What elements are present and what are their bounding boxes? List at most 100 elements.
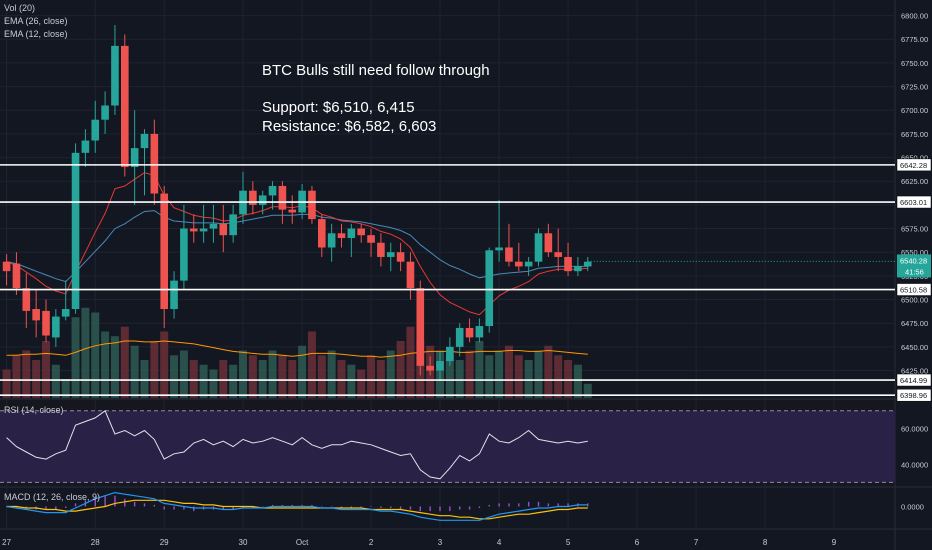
macd-histogram-bar bbox=[271, 504, 274, 507]
macd-histogram-bar bbox=[124, 498, 126, 507]
volume-bar bbox=[465, 350, 474, 398]
macd-histogram-bar bbox=[55, 506, 57, 510]
macd-histogram-bar bbox=[301, 504, 303, 507]
candle-body bbox=[229, 214, 237, 236]
volume-bar bbox=[514, 355, 523, 398]
macd-pane-bg bbox=[0, 488, 895, 528]
candle-body bbox=[554, 252, 562, 257]
level-label-box bbox=[896, 158, 932, 172]
candle-body bbox=[515, 261, 523, 267]
candle-body bbox=[327, 233, 336, 248]
volume-bar bbox=[12, 355, 21, 398]
candle-body bbox=[308, 190, 316, 220]
candle-body bbox=[505, 247, 513, 262]
macd-histogram-bar bbox=[567, 503, 569, 507]
time-tick-label: 4 bbox=[497, 538, 502, 547]
candle-body bbox=[160, 193, 168, 310]
macd-histogram-bar bbox=[350, 506, 353, 508]
price-tick-label: 6725.00 bbox=[901, 83, 928, 92]
legend-ema26: EMA (26, close) bbox=[4, 16, 68, 26]
legend-ema12: EMA (12, close) bbox=[4, 29, 68, 39]
candle-body bbox=[495, 247, 503, 251]
volume-bar bbox=[317, 355, 326, 398]
time-tick-label: Oct bbox=[296, 538, 309, 547]
candle-body bbox=[91, 119, 100, 141]
level-label-box bbox=[896, 283, 932, 296]
macd-histogram-bar bbox=[449, 506, 451, 512]
annotation-title: BTC Bulls still need follow through bbox=[262, 62, 490, 79]
candle-body bbox=[318, 219, 326, 248]
candle-body bbox=[446, 346, 454, 362]
candle-body bbox=[22, 288, 31, 311]
macd-histogram-bar bbox=[518, 503, 520, 507]
time-tick-label: 5 bbox=[566, 538, 571, 547]
candle-body bbox=[377, 242, 385, 257]
rsi-tick-label: 60.0000 bbox=[901, 425, 928, 434]
price-tick-label: 6775.00 bbox=[901, 35, 928, 44]
volume-bar bbox=[504, 345, 513, 398]
annotation-support: Support: $6,510, 6,415 bbox=[262, 99, 415, 116]
macd-histogram-bar bbox=[370, 506, 372, 507]
volume-bar bbox=[61, 379, 70, 398]
candle-body bbox=[42, 310, 50, 336]
macd-histogram-bar bbox=[390, 506, 392, 508]
macd-histogram-bar bbox=[508, 503, 510, 507]
volume-bar bbox=[347, 364, 356, 398]
macd-histogram-bar bbox=[399, 506, 402, 510]
time-tick-label: 2 bbox=[369, 538, 374, 547]
candle-body bbox=[485, 250, 494, 327]
macd-histogram-bar bbox=[133, 501, 136, 507]
time-tick-label: 8 bbox=[763, 538, 768, 547]
candle-body bbox=[121, 45, 129, 168]
time-tick-label: 28 bbox=[91, 538, 100, 547]
candle-body bbox=[416, 288, 425, 366]
candle-body bbox=[278, 185, 287, 210]
last-price-box bbox=[897, 254, 931, 278]
candle-body bbox=[2, 261, 11, 272]
macd-histogram-bar bbox=[25, 506, 27, 508]
volume-bar bbox=[544, 345, 553, 398]
volume-bar bbox=[406, 326, 415, 398]
macd-histogram-bar bbox=[459, 506, 461, 510]
macd-histogram-bar bbox=[94, 497, 96, 507]
volume-bar bbox=[583, 383, 592, 398]
rsi-line bbox=[6, 410, 588, 480]
volume-bar bbox=[455, 360, 464, 398]
rsi-tick-label: 40.0000 bbox=[901, 461, 928, 470]
candle-body bbox=[337, 233, 346, 239]
volume-bar bbox=[120, 326, 129, 398]
macd-histogram-bar bbox=[252, 506, 254, 508]
macd-histogram-bar bbox=[193, 506, 195, 512]
volume-bar bbox=[209, 369, 218, 398]
candle-body bbox=[564, 256, 572, 272]
level-label: 6603.01 bbox=[900, 198, 927, 207]
candle-body bbox=[574, 266, 582, 272]
volume-bar bbox=[22, 350, 31, 398]
price-tick-label: 6625.00 bbox=[901, 177, 928, 186]
price-tick-label: 6750.00 bbox=[901, 59, 928, 68]
candle-body bbox=[347, 228, 356, 239]
macd-histogram-bar bbox=[547, 503, 550, 507]
macd-histogram-bar bbox=[262, 506, 264, 507]
volume-bar bbox=[179, 350, 188, 398]
candle-body bbox=[455, 327, 464, 347]
volume-bar bbox=[376, 360, 385, 398]
macd-histogram-bar bbox=[498, 503, 500, 507]
level-label: 6642.28 bbox=[900, 161, 927, 170]
candle-body bbox=[436, 361, 444, 371]
candle-body bbox=[249, 190, 257, 205]
volume-bar bbox=[564, 360, 573, 398]
time-tick-label: 9 bbox=[832, 538, 837, 547]
candle-body bbox=[406, 261, 415, 289]
level-label: 6414.99 bbox=[900, 376, 927, 385]
macd-histogram-bar bbox=[291, 504, 293, 507]
volume-bar bbox=[278, 355, 287, 398]
candle-body bbox=[544, 233, 553, 253]
volume-bar bbox=[101, 331, 110, 398]
price-tick-label: 6500.00 bbox=[901, 296, 928, 305]
macd-line bbox=[6, 491, 588, 521]
macd-histogram-bar bbox=[419, 506, 421, 512]
time-tick-label: 29 bbox=[160, 538, 169, 547]
volume-bar bbox=[140, 360, 149, 398]
volume-bar bbox=[268, 350, 277, 398]
